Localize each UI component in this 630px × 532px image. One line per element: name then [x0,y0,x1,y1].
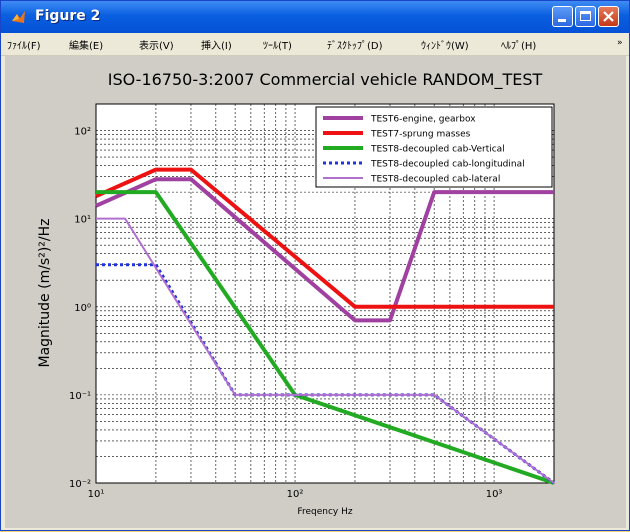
series-line [95,177,554,323]
figure-canvas: 10¹ 10² 10³ 10⁻² 10⁻¹ 10⁰ 10¹ 10² ISO-16750-3:2… [5,56,626,528]
matlab-logo-icon [12,11,25,23]
menu-bar: ﾌｧｲﾙ(F) 編集(E) 表示(V) 挿入(I) ﾂｰﾙ(T) ﾃﾞｽｸﾄｯﾌ… [1,33,629,56]
y-tick-label: 10⁻² [69,479,91,490]
menu-edit[interactable]: 編集(E) [69,41,104,52]
menu-help[interactable]: ﾍﾙﾌﾟ(H) [501,41,537,52]
legend: TEST6-engine, gearbox TEST7-sprung masses… [315,106,553,188]
series-line [96,190,555,485]
series-line [96,217,555,484]
chart-title: ISO-16750-3:2007 Commercial vehicle RAND… [108,70,543,90]
close-button[interactable] [598,6,619,27]
menu-tools[interactable]: ﾂｰﾙ(T) [263,41,292,52]
menu-file[interactable]: ﾌｧｲﾙ(F) [7,41,41,52]
series-layer [95,167,555,485]
legend-label: TEST8-decoupled cab-lateral [370,175,500,185]
window-title: Figure 2 [35,8,101,24]
legend-label: TEST8-decoupled cab-Vertical [370,145,505,155]
series-line [95,167,554,309]
menu-insert[interactable]: 挿入(I) [201,41,232,52]
menu-window[interactable]: ｳｨﾝﾄﾞｳ(W) [421,41,469,52]
y-tick-label: 10⁰ [74,303,91,314]
y-tick-label: 10² [74,127,91,138]
maximize-button[interactable] [575,6,596,27]
title-bar[interactable]: Figure 2 [1,1,629,33]
legend-items: TEST6-engine, gearbox TEST7-sprung masses… [323,115,525,185]
menu-desktop[interactable]: ﾃﾞｽｸﾄｯﾌﾟ(D) [327,41,383,52]
y-tick-label: 10¹ [74,215,91,226]
y-tick-label: 10⁻¹ [69,391,91,402]
minimize-button[interactable] [552,6,573,27]
y-axis-label: Magnitude (m/s²)²/Hz [37,218,53,367]
legend-label: TEST7-sprung masses [370,130,471,140]
x-tick-label: 10¹ [88,489,105,500]
x-axis-label: Freqency Hz [297,507,352,517]
x-tick-label: 10³ [486,489,503,500]
psd-chart: 10¹ 10² 10³ 10⁻² 10⁻¹ 10⁰ 10¹ 10² ISO-16750-3:2… [37,70,555,517]
x-tick-label: 10² [287,489,304,500]
legend-label: TEST8-decoupled cab-longitudinal [370,160,525,170]
menu-overflow-icon[interactable]: » [617,38,623,48]
axis-ticks: 10¹ 10² 10³ 10⁻² 10⁻¹ 10⁰ 10¹ 10² [69,127,502,500]
close-icon [603,11,614,22]
menu-view[interactable]: 表示(V) [139,41,174,52]
legend-label: TEST6-engine, gearbox [370,115,476,125]
